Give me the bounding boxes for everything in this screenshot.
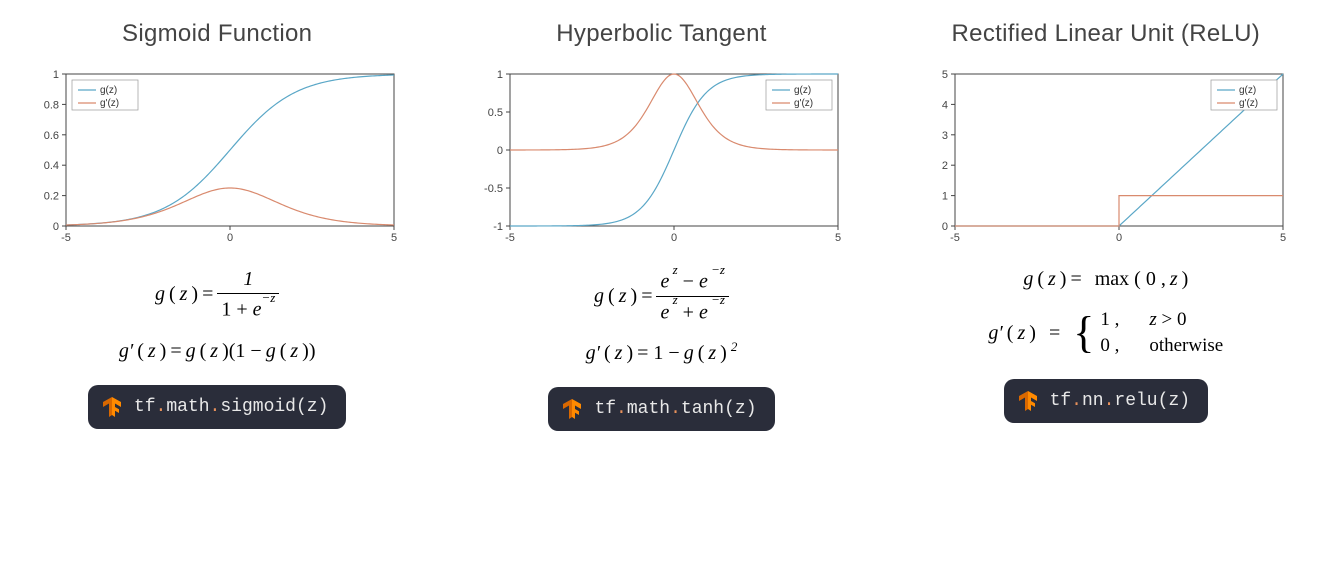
code-text: tf.nn.relu(z) <box>1050 391 1191 411</box>
tensorflow-icon <box>1016 389 1040 413</box>
svg-text:5: 5 <box>1280 232 1286 244</box>
svg-text:0: 0 <box>227 232 233 244</box>
code-pill-sigmoid: tf.math.sigmoid(z) <box>88 385 347 429</box>
svg-text:0: 0 <box>53 221 59 233</box>
svg-text:-5: -5 <box>950 232 960 244</box>
svg-text:2: 2 <box>942 160 948 172</box>
svg-text:1: 1 <box>497 69 503 81</box>
formula-gprime: g′(z) = {1 ,z > 00 ,otherwise <box>988 309 1223 357</box>
svg-text:g'(z): g'(z) <box>1239 98 1258 109</box>
formula-g: g (z) = 11 + e−z <box>155 268 279 322</box>
panel-relu: Rectified Linear Unit (ReLU) 012345-505g… <box>899 20 1313 431</box>
formula-g: g (z) = e z − e −ze z + e −z <box>594 268 729 324</box>
svg-text:-5: -5 <box>61 232 71 244</box>
svg-text:3: 3 <box>942 130 948 142</box>
tensorflow-icon <box>100 395 124 419</box>
svg-text:0: 0 <box>942 221 948 233</box>
svg-text:0.2: 0.2 <box>44 191 59 203</box>
chart-sigmoid: 00.20.40.60.81-505g(z)g'(z) <box>32 66 402 246</box>
svg-text:g(z): g(z) <box>1239 85 1256 96</box>
panel-title: Rectified Linear Unit (ReLU) <box>952 20 1261 48</box>
svg-text:g(z): g(z) <box>100 85 117 96</box>
svg-text:0.6: 0.6 <box>44 130 59 142</box>
svg-text:g'(z): g'(z) <box>100 98 119 109</box>
panel-sigmoid: Sigmoid Function 00.20.40.60.81-505g(z)g… <box>10 20 424 431</box>
svg-text:0.8: 0.8 <box>44 99 59 111</box>
svg-text:5: 5 <box>391 232 397 244</box>
svg-text:0: 0 <box>671 232 677 244</box>
svg-text:5: 5 <box>835 232 841 244</box>
formula-g: g (z) = max ( 0 , z ) <box>1023 268 1188 291</box>
svg-text:-1: -1 <box>494 221 504 233</box>
svg-text:4: 4 <box>942 99 948 111</box>
panel-title: Sigmoid Function <box>122 20 312 48</box>
chart-relu: 012345-505g(z)g'(z) <box>921 66 1291 246</box>
svg-text:1: 1 <box>53 69 59 81</box>
svg-text:1: 1 <box>942 191 948 203</box>
svg-text:g'(z): g'(z) <box>794 98 813 109</box>
panel-title: Hyperbolic Tangent <box>556 20 766 48</box>
formulas-tanh: g (z) = e z − e −ze z + e −z g′(z) = 1 −… <box>454 268 868 365</box>
svg-text:0.4: 0.4 <box>44 160 59 172</box>
formula-gprime: g′(z) = 1 − g(z)2 <box>586 342 738 365</box>
code-pill-relu: tf.nn.relu(z) <box>1004 379 1209 423</box>
formulas-relu: g (z) = max ( 0 , z ) g′(z) = {1 ,z > 00… <box>899 268 1313 357</box>
code-pill-tanh: tf.math.tanh(z) <box>548 387 774 431</box>
code-text: tf.math.sigmoid(z) <box>134 397 329 417</box>
svg-text:-0.5: -0.5 <box>485 183 504 195</box>
svg-text:0: 0 <box>497 145 503 157</box>
tensorflow-icon <box>560 397 584 421</box>
chart-tanh: -1 -0.5 0 0.5 1 -5 0 5 g(z) g'(z) <box>476 66 846 246</box>
formula-gprime: g′(z) = g(z)(1 − g(z)) <box>119 340 316 363</box>
svg-text:g(z): g(z) <box>794 85 811 96</box>
panels-row: Sigmoid Function 00.20.40.60.81-505g(z)g… <box>10 20 1313 431</box>
svg-text:-5: -5 <box>506 232 516 244</box>
formulas-sigmoid: g (z) = 11 + e−z g′(z) = g(z)(1 − g(z)) <box>10 268 424 363</box>
svg-text:5: 5 <box>942 69 948 81</box>
code-text: tf.math.tanh(z) <box>594 399 756 419</box>
svg-text:0.5: 0.5 <box>488 107 503 119</box>
panel-tanh: Hyperbolic Tangent -1 -0.5 0 0.5 1 -5 0 5 g(z) g'… <box>454 20 868 431</box>
svg-text:0: 0 <box>1116 232 1122 244</box>
